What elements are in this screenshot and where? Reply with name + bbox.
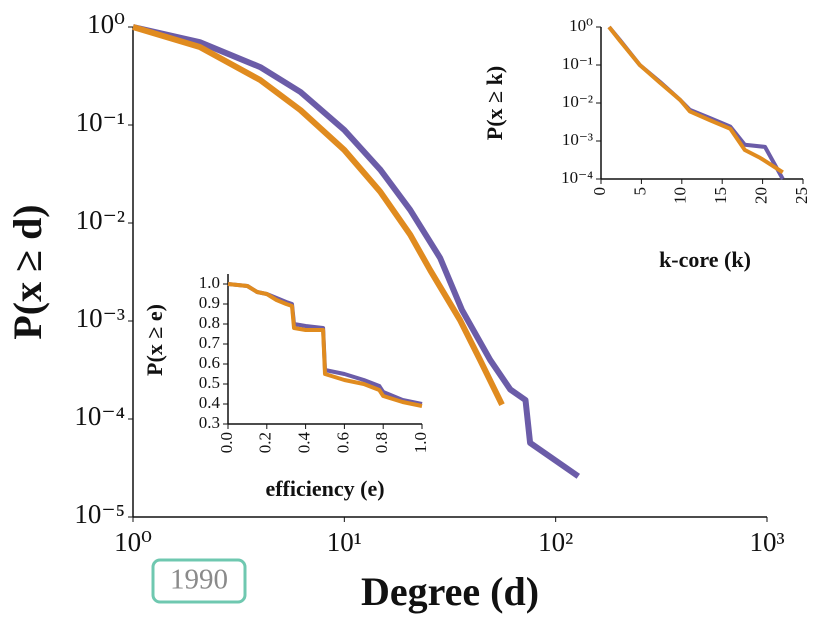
x-tick-label: 0.6 — [333, 432, 352, 453]
y-tick-label: 0.4 — [199, 393, 221, 412]
x-tick-label: 0.0 — [217, 432, 236, 453]
y-tick-label: 10⁻² — [562, 92, 593, 111]
series-line — [227, 282, 423, 408]
x-tick-label: 1.0 — [411, 432, 430, 453]
y-tick-label: 10⁻³ — [562, 130, 593, 149]
y-axis-label: P(x ≥ k) — [482, 66, 507, 140]
y-tick-label: 0.3 — [199, 413, 220, 432]
badge-text: 1990 — [170, 564, 228, 596]
x-tick-label: 0.2 — [256, 432, 275, 453]
x-tick-label: 5 — [630, 187, 649, 196]
x-tick-label: 10¹ — [327, 527, 362, 557]
y-tick-label: 10⁻¹ — [76, 107, 125, 137]
series-line — [132, 24, 505, 407]
x-tick-label: 10² — [538, 527, 573, 557]
series-line — [607, 25, 784, 174]
y-tick-label: 0.5 — [199, 373, 220, 392]
x-tick-label: 0.8 — [372, 432, 391, 453]
x-tick-label: 10 — [671, 187, 690, 204]
y-tick-label: 0.6 — [199, 353, 220, 372]
y-tick-label: 10⁰ — [569, 16, 593, 35]
x-tick-label: 10³ — [749, 527, 784, 557]
y-tick-label: 10⁻⁴ — [74, 401, 125, 431]
x-axis-label: efficiency (e) — [265, 476, 384, 501]
y-axis-label: P(x ≥ e) — [142, 304, 167, 376]
x-axis-label: Degree (d) — [361, 569, 539, 614]
series-line — [132, 24, 581, 479]
y-tick-label: 10⁻¹ — [562, 54, 593, 73]
x-tick-label: 0.4 — [295, 432, 314, 454]
y-tick-label: 1.0 — [199, 273, 220, 292]
x-tick-label: 10⁰ — [114, 527, 152, 557]
y-tick-label: 0.7 — [199, 333, 221, 352]
y-tick-label: 10⁻⁵ — [74, 499, 125, 529]
y-tick-label: 10⁻⁴ — [561, 168, 593, 187]
y-axis-label: P(x ≥ d) — [5, 204, 50, 339]
y-tick-label: 10⁻² — [76, 205, 125, 235]
y-tick-label: 0.8 — [199, 313, 220, 332]
x-tick-label: 25 — [792, 187, 811, 204]
y-tick-label: 10⁻³ — [76, 303, 125, 333]
x-tick-label: 0 — [590, 187, 609, 196]
y-tick-label: 0.9 — [199, 293, 220, 312]
badge-box — [151, 558, 247, 604]
x-tick-label: 15 — [711, 187, 730, 204]
x-tick-label: 20 — [752, 187, 771, 204]
y-tick-label: 10⁰ — [87, 9, 125, 39]
x-axis-label: k-core (k) — [659, 247, 751, 272]
